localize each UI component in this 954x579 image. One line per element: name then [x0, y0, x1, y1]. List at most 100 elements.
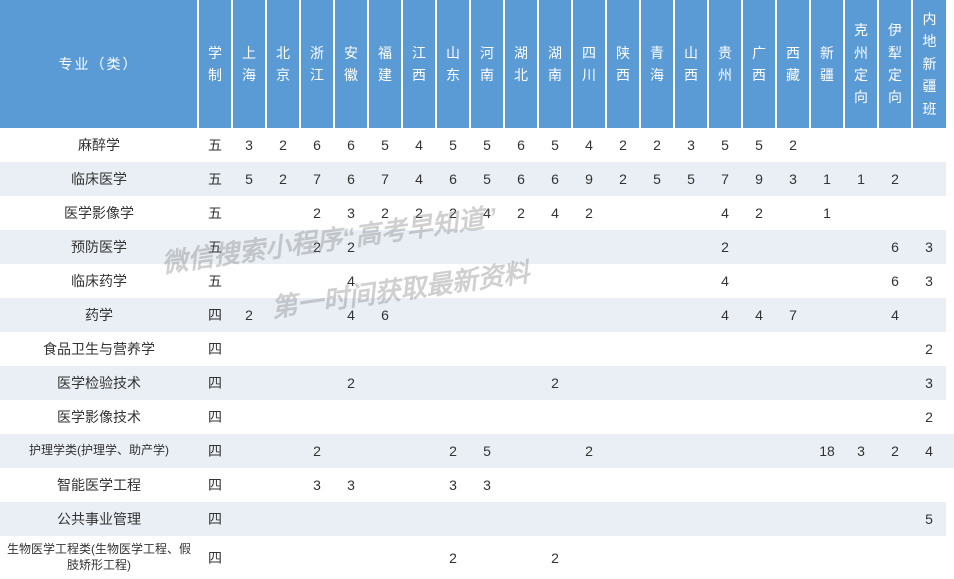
cell	[470, 264, 504, 298]
cell	[708, 332, 742, 366]
cell	[504, 536, 538, 579]
cell	[572, 468, 606, 502]
table-body: 麻醉学五32665455654223552临床医学五52767465669255…	[0, 128, 954, 579]
cell	[300, 332, 334, 366]
cell	[504, 264, 538, 298]
cell: 6	[538, 162, 572, 196]
col-21: 伊犁定向	[878, 0, 912, 128]
cell	[266, 400, 300, 434]
col-13: 陕西	[606, 0, 640, 128]
cell	[402, 468, 436, 502]
col-12: 四川	[572, 0, 606, 128]
cell	[402, 536, 436, 579]
cell: 2	[300, 196, 334, 230]
cell	[810, 502, 844, 536]
cell	[606, 536, 640, 579]
table-row: 生物医学工程类(生物医学工程、假肢矫形工程)四22	[0, 536, 954, 579]
cell	[742, 434, 776, 468]
cell	[266, 332, 300, 366]
cell	[640, 230, 674, 264]
cell	[402, 298, 436, 332]
cell: 5	[640, 162, 674, 196]
cell: 2	[776, 128, 810, 162]
cell	[368, 468, 402, 502]
cell	[572, 332, 606, 366]
cell	[470, 400, 504, 434]
cell: 5	[674, 162, 708, 196]
cell	[640, 298, 674, 332]
col-6: 福建	[368, 0, 402, 128]
cell: 五	[198, 162, 232, 196]
table-row: 医学影像技术四2	[0, 400, 954, 434]
cell: 2	[436, 196, 470, 230]
cell	[334, 332, 368, 366]
cell	[912, 196, 946, 230]
cell	[708, 400, 742, 434]
cell: 1	[810, 162, 844, 196]
cell: 3	[912, 366, 946, 400]
cell	[232, 502, 266, 536]
cell: 5	[232, 162, 266, 196]
cell: 9	[742, 162, 776, 196]
cell: 2	[912, 400, 946, 434]
cell: 2	[334, 230, 368, 264]
cell: 四	[198, 434, 232, 468]
cell: 5	[742, 128, 776, 162]
cell	[572, 502, 606, 536]
cell	[878, 196, 912, 230]
major-name: 临床医学	[0, 162, 198, 196]
cell: 5	[470, 162, 504, 196]
cell	[708, 366, 742, 400]
col-3: 北京	[266, 0, 300, 128]
cell	[674, 264, 708, 298]
cell: 四	[198, 366, 232, 400]
cell	[266, 536, 300, 579]
cell	[572, 230, 606, 264]
cell	[436, 298, 470, 332]
cell	[300, 400, 334, 434]
cell: 4	[470, 196, 504, 230]
cell	[606, 366, 640, 400]
cell: 4	[878, 298, 912, 332]
cell	[232, 468, 266, 502]
col-11: 湖南	[538, 0, 572, 128]
major-name: 生物医学工程类(生物医学工程、假肢矫形工程)	[0, 536, 198, 579]
cell: 2	[266, 128, 300, 162]
col-16: 贵州	[708, 0, 742, 128]
cell: 2	[504, 196, 538, 230]
cell: 2	[368, 196, 402, 230]
col-22: 内地新疆班	[912, 0, 946, 128]
major-name: 护理学类(护理学、助产学)	[0, 434, 198, 468]
cell: 五	[198, 196, 232, 230]
cell	[810, 366, 844, 400]
cell	[402, 332, 436, 366]
major-name: 公共事业管理	[0, 502, 198, 536]
cell	[368, 230, 402, 264]
cell	[504, 332, 538, 366]
cell	[810, 400, 844, 434]
cell	[640, 502, 674, 536]
cell	[674, 366, 708, 400]
cell	[538, 434, 572, 468]
cell: 9	[572, 162, 606, 196]
cell	[878, 366, 912, 400]
col-5: 安徽	[334, 0, 368, 128]
cell: 7	[708, 162, 742, 196]
cell: 6	[368, 298, 402, 332]
cell	[266, 230, 300, 264]
cell	[538, 332, 572, 366]
cell	[912, 536, 946, 579]
cell: 5	[470, 434, 504, 468]
table-row: 麻醉学五32665455654223552	[0, 128, 954, 162]
cell: 2	[572, 196, 606, 230]
cell: 五	[198, 128, 232, 162]
cell	[912, 162, 946, 196]
cell	[878, 468, 912, 502]
cell	[912, 298, 946, 332]
cell	[436, 366, 470, 400]
cell: 四	[198, 332, 232, 366]
cell	[572, 400, 606, 434]
cell	[674, 332, 708, 366]
cell	[470, 332, 504, 366]
cell	[878, 502, 912, 536]
